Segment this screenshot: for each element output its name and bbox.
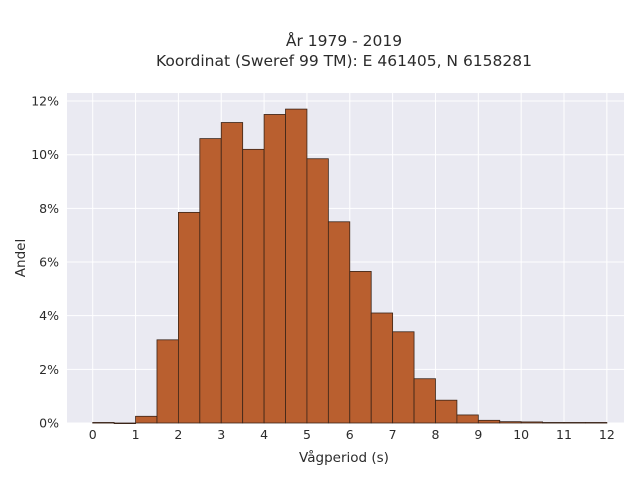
- histogram-bar: [499, 421, 522, 424]
- histogram-bar: [349, 271, 372, 424]
- histogram-bar: [370, 312, 394, 424]
- x-tick-label: 11: [556, 427, 572, 442]
- x-axis-label: Vågperiod (s): [299, 449, 389, 466]
- chart-title-line-1: År 1979 - 2019: [286, 31, 402, 50]
- chart-title-line-2: Koordinat (Sweref 99 TM): E 461405, N 61…: [156, 52, 532, 70]
- x-tick-label: 1: [132, 427, 140, 442]
- histogram-bar: [413, 378, 436, 424]
- histogram-bar: [285, 108, 308, 424]
- histogram-bar: [327, 221, 351, 424]
- x-tick-label: 0: [89, 427, 97, 442]
- histogram-bar: [199, 138, 222, 424]
- x-tick-label: 10: [513, 427, 529, 442]
- histogram-bar: [392, 331, 415, 424]
- y-tick-label: 12%: [31, 94, 59, 109]
- y-tick-label: 10%: [31, 147, 59, 162]
- x-tick-label: 5: [303, 427, 311, 442]
- histogram-bar: [220, 122, 244, 424]
- y-tick-label: 4%: [39, 308, 59, 323]
- histogram-bar: [542, 422, 565, 424]
- histogram-bar: [92, 422, 115, 424]
- y-axis-label: Andel: [13, 239, 29, 277]
- bars: [92, 108, 608, 425]
- histogram-bar: [135, 415, 158, 424]
- histogram-bar: [263, 114, 286, 424]
- x-tick-label: 4: [260, 427, 268, 442]
- x-tick-labels: 0 1 2 3 4 5 6 7 8 9 10 11 12: [89, 427, 615, 442]
- x-tick-label: 8: [432, 427, 440, 442]
- y-tick-labels: 0% 2% 4% 6% 8% 10% 12%: [31, 94, 59, 431]
- histogram-bar: [156, 339, 179, 424]
- histogram-bar: [306, 158, 329, 424]
- y-tick-label: 6%: [39, 255, 59, 270]
- y-tick-label: 0%: [39, 416, 59, 431]
- x-tick-label: 9: [474, 427, 482, 442]
- histogram-bar: [563, 422, 586, 424]
- histogram-bar: [456, 414, 479, 424]
- histogram-bar: [177, 211, 201, 424]
- x-tick-label: 12: [599, 427, 615, 442]
- y-tick-label: 2%: [39, 362, 59, 377]
- x-tick-label: 2: [174, 427, 182, 442]
- histogram-bar: [585, 422, 608, 424]
- histogram-bar: [113, 422, 136, 425]
- histogram-bar: [435, 399, 458, 424]
- x-tick-label: 6: [346, 427, 354, 442]
- histogram-bar: [477, 419, 501, 424]
- x-tick-label: 3: [217, 427, 225, 442]
- y-tick-label: 8%: [39, 201, 59, 216]
- histogram-bar: [520, 421, 543, 424]
- histogram-bar: [242, 148, 265, 424]
- x-tick-label: 7: [389, 427, 397, 442]
